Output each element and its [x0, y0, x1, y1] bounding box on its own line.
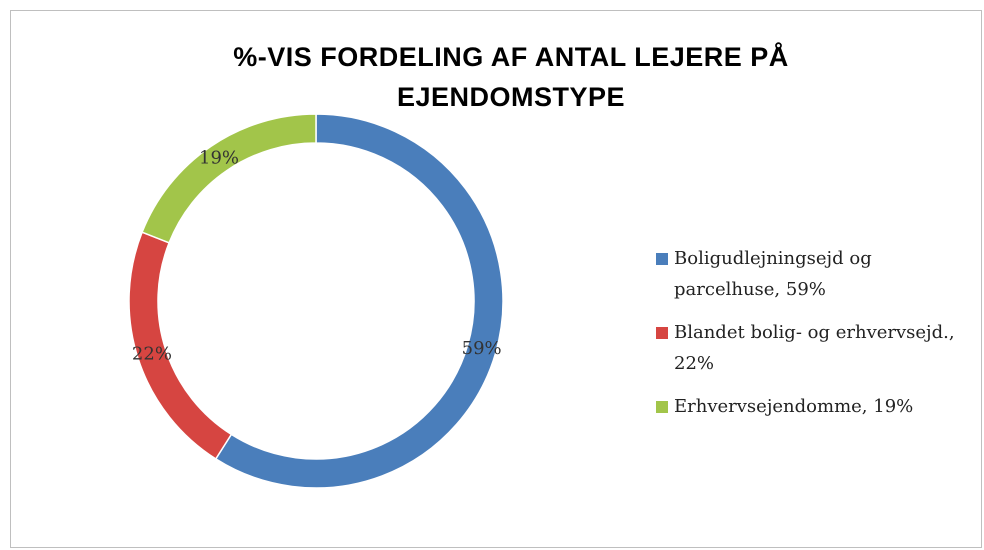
- legend-swatch: [656, 253, 668, 265]
- legend-entry: Boligudlejningsejd og parcelhuse, 59%: [656, 243, 974, 305]
- donut-segment: [214, 113, 504, 489]
- chart-frame: 59% 22% 19% %-VIS FORDELING AF ANTAL LEJER…: [10, 10, 982, 548]
- chart-title: %-VIS FORDELING AF ANTAL LEJERE PÅ EJEND…: [233, 42, 789, 112]
- legend: Boligudlejningsejd og parcelhuse, 59% Bla…: [656, 243, 976, 434]
- legend-swatch: [656, 327, 668, 339]
- chart: 59% 22% 19%: [128, 113, 504, 489]
- legend-entry: Erhvervsejendomme, 19%: [656, 391, 974, 422]
- legend-label: Boligudlejningsejd og parcelhuse, 59%: [674, 248, 872, 300]
- data-label: 59%: [462, 338, 502, 359]
- legend-entry: Blandet bolig- og erhvervsejd., 22%: [656, 317, 974, 379]
- legend-swatch: [656, 401, 668, 413]
- data-label: 19%: [199, 147, 239, 168]
- donut-segment: [141, 113, 317, 244]
- legend-label: Blandet bolig- og erhvervsejd., 22%: [674, 322, 955, 374]
- data-label: 22%: [132, 343, 172, 364]
- legend-label: Erhvervsejendomme, 19%: [674, 396, 914, 417]
